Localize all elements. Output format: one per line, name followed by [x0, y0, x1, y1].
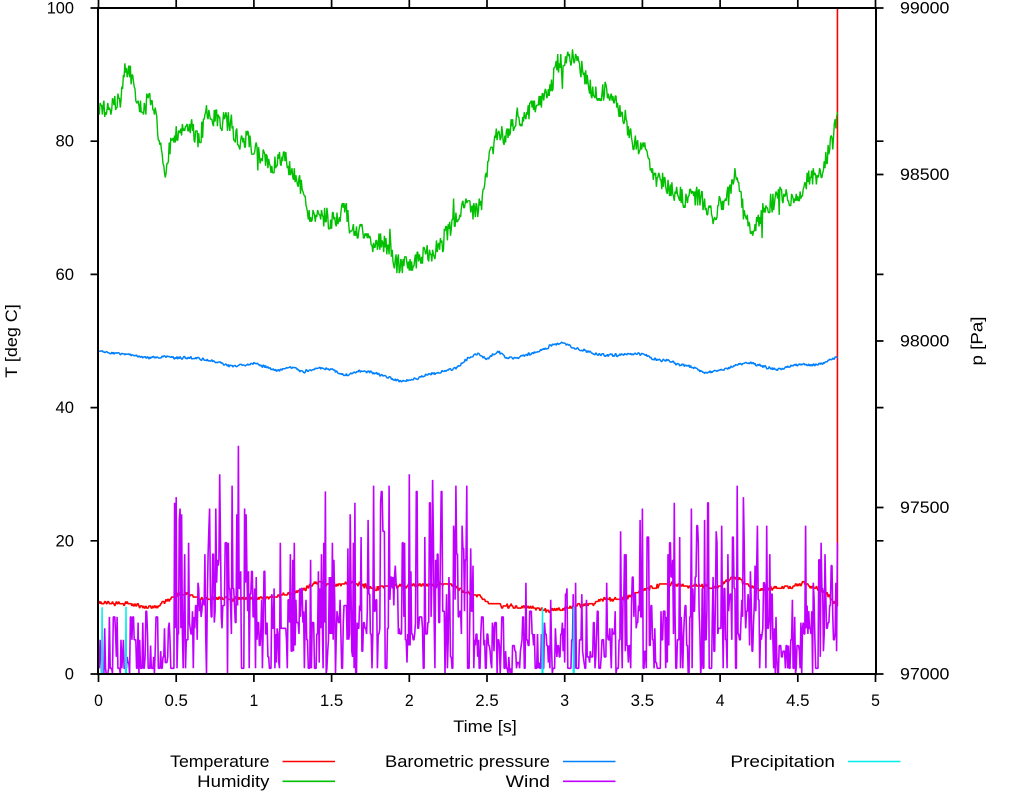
svg-text:20: 20 [56, 532, 75, 550]
svg-text:Precipitation: Precipitation [730, 753, 835, 771]
svg-text:1.5: 1.5 [320, 692, 343, 710]
svg-text:5: 5 [871, 692, 880, 710]
svg-text:Humidity: Humidity [197, 773, 270, 791]
svg-text:60: 60 [56, 266, 75, 284]
svg-text:2: 2 [405, 692, 414, 710]
svg-text:3.5: 3.5 [631, 692, 654, 710]
svg-text:p [Pa]: p [Pa] [969, 317, 987, 366]
svg-text:Temperature: Temperature [170, 753, 269, 771]
svg-text:4.5: 4.5 [786, 692, 809, 710]
svg-text:Wind: Wind [506, 773, 550, 791]
svg-text:40: 40 [56, 399, 75, 417]
svg-text:0: 0 [94, 692, 103, 710]
svg-text:T [deg C]: T [deg C] [3, 304, 21, 378]
svg-text:Time [s]: Time [s] [453, 718, 517, 736]
svg-text:80: 80 [56, 133, 75, 151]
svg-text:98000: 98000 [900, 333, 949, 351]
svg-text:0.5: 0.5 [165, 692, 188, 710]
svg-text:100: 100 [47, 0, 74, 18]
svg-text:3: 3 [560, 692, 569, 710]
svg-text:97000: 97000 [900, 666, 949, 684]
svg-text:99000: 99000 [900, 0, 949, 18]
svg-text:1: 1 [250, 692, 259, 710]
svg-text:0: 0 [65, 666, 74, 684]
svg-text:2.5: 2.5 [475, 692, 498, 710]
svg-text:4: 4 [716, 692, 725, 710]
svg-text:98500: 98500 [900, 166, 949, 184]
svg-text:Barometric pressure: Barometric pressure [385, 753, 550, 771]
svg-text:97500: 97500 [900, 499, 949, 517]
